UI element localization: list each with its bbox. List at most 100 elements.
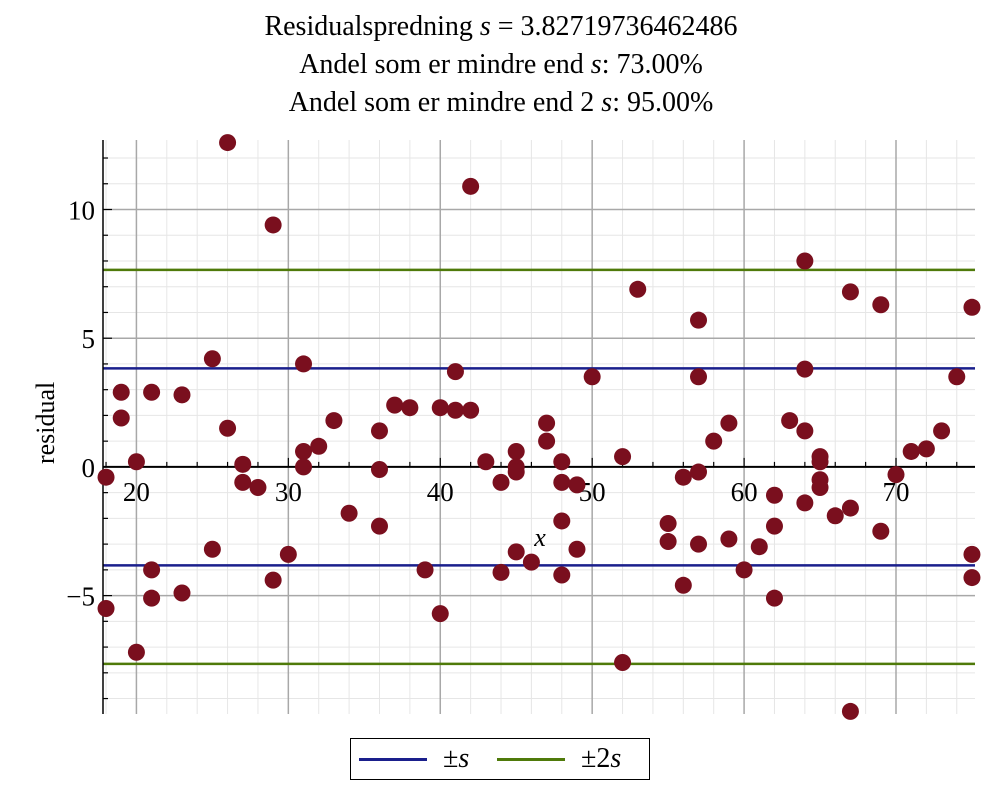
data-point (173, 386, 191, 404)
data-point (690, 535, 708, 553)
data-point (492, 563, 510, 581)
data-point (963, 298, 981, 316)
data-point (690, 463, 708, 481)
data-point (765, 589, 783, 607)
title-line-share-s: Andel som er mindre end s: 73.00% (299, 49, 703, 80)
data-point (811, 453, 829, 471)
data-point (203, 350, 221, 368)
data-point (370, 517, 388, 535)
data-point (674, 468, 692, 486)
data-point (659, 515, 677, 533)
data-point (310, 437, 328, 455)
data-point (477, 453, 495, 471)
data-point (553, 566, 571, 584)
data-point (553, 453, 571, 471)
data-point (811, 478, 829, 496)
data-point (234, 473, 252, 491)
data-point (462, 177, 480, 195)
data-point (826, 507, 844, 525)
data-point (720, 530, 738, 548)
data-point (234, 455, 252, 473)
x-tick-label: 30 (275, 477, 302, 507)
data-point (143, 383, 161, 401)
x-tick-label: 20 (123, 477, 150, 507)
data-point (462, 401, 480, 419)
y-tick-label: −5 (66, 582, 95, 612)
data-point (933, 422, 951, 440)
data-point (370, 422, 388, 440)
data-point (507, 463, 525, 481)
data-point (295, 442, 313, 460)
data-point (203, 540, 221, 558)
data-point (264, 571, 282, 589)
data-point (431, 605, 449, 623)
data-point (568, 476, 586, 494)
data-point (614, 654, 632, 672)
legend-swatch-s (359, 758, 427, 761)
legend-label-s: ±s (443, 743, 470, 774)
data-point (841, 499, 859, 517)
data-point (507, 442, 525, 460)
data-point (538, 414, 556, 432)
data-point (750, 538, 768, 556)
data-point (948, 368, 966, 386)
x-axis-label: x (533, 523, 546, 552)
data-point (796, 422, 814, 440)
data-point (219, 419, 237, 437)
y-tick-label: 0 (82, 453, 96, 483)
data-point (446, 363, 464, 381)
data-point (401, 399, 419, 417)
data-point (112, 383, 130, 401)
data-point (765, 517, 783, 535)
data-point (690, 311, 708, 329)
data-point (416, 561, 434, 579)
data-point (659, 533, 677, 551)
data-point (963, 545, 981, 563)
data-point (887, 466, 905, 484)
data-point (902, 442, 920, 460)
data-point (614, 448, 632, 466)
data-point (796, 360, 814, 378)
data-point (492, 473, 510, 491)
data-point (872, 296, 890, 314)
legend-label-2s: ±2s (581, 743, 622, 774)
data-point (568, 540, 586, 558)
data-point (264, 216, 282, 234)
data-point (690, 368, 708, 386)
data-point (446, 401, 464, 419)
data-point (143, 561, 161, 579)
data-point (112, 409, 130, 427)
data-point (127, 453, 145, 471)
data-point (370, 460, 388, 478)
legend-swatch-2s (497, 758, 565, 761)
title-line-share-2s: Andel som er mindre end 2 s: 95.00% (288, 87, 714, 118)
data-point (735, 561, 753, 579)
data-point (325, 412, 343, 430)
data-point (386, 396, 404, 414)
data-point (796, 494, 814, 512)
y-axis-label: residual (31, 382, 60, 464)
x-tick-label: 60 (731, 477, 758, 507)
data-point (279, 545, 297, 563)
chart-title: Residualspredning s = 3.82719736462486 A… (0, 8, 1002, 122)
y-tick-label: 10 (68, 195, 95, 225)
data-point (963, 569, 981, 587)
data-point (219, 134, 237, 152)
legend: ±s ±2s (350, 738, 650, 780)
data-point (872, 522, 890, 540)
data-point (97, 599, 115, 617)
sigma-lines (103, 268, 975, 666)
data-point (431, 399, 449, 417)
x-tick-label: 40 (427, 477, 454, 507)
data-point (295, 458, 313, 476)
data-point (173, 584, 191, 602)
data-point (553, 512, 571, 530)
data-point (127, 643, 145, 661)
data-point (97, 468, 115, 486)
y-tick-label: 5 (82, 324, 96, 354)
data-point (705, 432, 723, 450)
data-point (720, 414, 738, 432)
data-point (249, 478, 267, 496)
